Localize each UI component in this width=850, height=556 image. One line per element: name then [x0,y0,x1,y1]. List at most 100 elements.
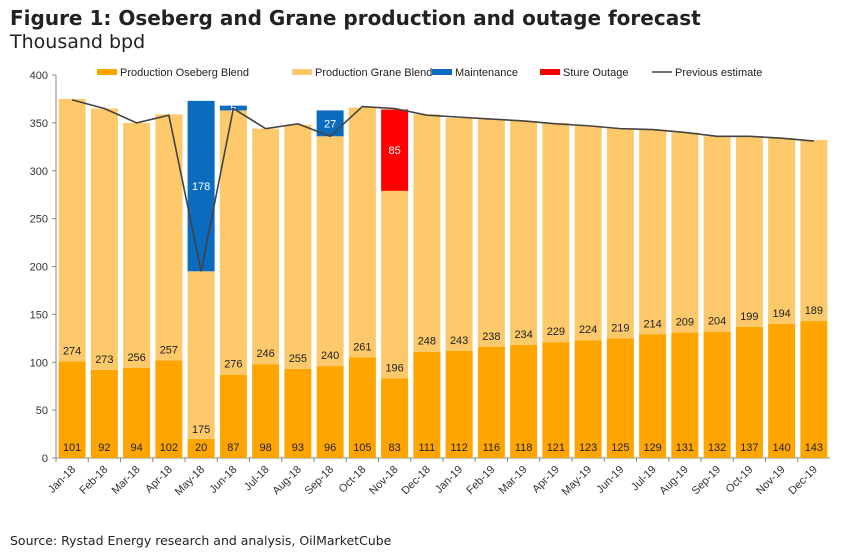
line-previous-estimate [71,99,814,272]
chart-subtitle: Thousand bpd [10,31,146,53]
bar-grane [768,138,796,324]
chart-title: Figure 1: Oseberg and Grane production a… [10,6,701,30]
data-label-grane: 256 [127,352,145,364]
x-tick-label: Nov-18 [367,464,401,498]
x-tick-label: Jan-18 [46,464,78,496]
data-label-oseberg: 121 [547,442,565,454]
data-label-oseberg: 20 [195,442,207,454]
data-label-oseberg: 143 [805,442,823,454]
data-label-oseberg: 83 [389,442,401,454]
x-tick-label: Apr-19 [530,464,562,496]
data-label-oseberg: 96 [324,442,336,454]
data-label-grane: 229 [547,326,565,338]
data-label-grane: 175 [192,424,210,436]
data-label-grane: 273 [95,354,113,366]
x-tick-label: Jul-18 [242,464,272,494]
bar-grane [510,120,538,346]
x-tick-label: Aug-18 [270,464,304,498]
x-tick-label: Dec-19 [786,464,820,498]
x-tick-label: Apr-18 [143,464,175,496]
data-label-grane: 196 [385,363,403,375]
x-tick-label: Nov-19 [754,464,788,498]
bar-grane [58,98,86,362]
bar-oseberg [735,326,763,458]
data-label-grane: 224 [579,324,597,336]
bar-oseberg [252,364,280,458]
bar-oseberg [510,345,538,458]
data-label-oseberg: 131 [676,442,694,454]
data-label-oseberg: 92 [98,442,110,454]
data-label-oseberg: 111 [419,442,436,454]
bar-grane [348,107,376,358]
bar-maintenance [187,100,215,272]
x-tick-label: May-18 [173,464,207,498]
bar-oseberg [639,334,667,458]
bar-grane [413,114,441,352]
bar-oseberg [800,321,828,458]
bar-grane [606,128,634,339]
legend-label: Maintenance [455,67,518,79]
bar-grane [445,118,473,351]
data-label-grane: 204 [708,316,726,328]
legend-label: Sture Outage [563,67,628,79]
data-label-sture-outage: 85 [389,145,401,157]
bar-grane [703,136,731,332]
legend-swatch [540,69,560,75]
bar-oseberg [542,342,570,458]
x-tick-label: Jun-19 [594,464,626,496]
bar-grane [187,271,215,439]
data-label-oseberg: 118 [515,442,533,454]
legend-swatch [432,69,452,75]
data-label-grane: 194 [772,308,790,320]
x-tick-label: Mar-19 [497,464,530,497]
bar-oseberg [316,366,344,458]
data-label-grane: 255 [289,353,307,365]
data-label-oseberg: 140 [772,442,790,454]
x-tick-label: Oct-19 [724,464,756,496]
data-label-oseberg: 93 [292,442,304,454]
bar-grane [477,119,505,347]
bar-oseberg [90,369,118,458]
data-label-grane: 243 [450,335,468,347]
data-label-oseberg: 132 [708,442,726,454]
bar-oseberg [348,357,376,458]
y-tick-label: 50 [36,405,48,417]
y-tick-label: 400 [30,70,48,82]
data-label-oseberg: 102 [160,442,178,454]
data-label-grane: 240 [321,350,339,362]
x-tick-label: Sep-19 [690,464,724,498]
data-label-grane: 246 [256,348,274,360]
bar-grane [574,125,602,341]
x-tick-label: Dec-18 [399,464,433,498]
x-tick-label: Sep-18 [303,464,337,498]
bar-oseberg [155,360,183,458]
y-tick-label: 100 [30,357,48,369]
data-label-grane: 219 [611,322,629,334]
bar-grane [735,136,763,327]
y-tick-label: 250 [30,214,48,226]
bar-grane [316,136,344,367]
bar-oseberg [574,340,602,458]
data-label-grane: 257 [160,344,178,356]
data-label-grane: 189 [805,305,823,317]
data-label-grane: 214 [643,318,661,330]
y-tick-label: 300 [30,166,48,178]
data-label-grane: 234 [514,329,532,341]
data-label-grane: 238 [482,331,500,343]
data-label-oseberg: 129 [643,442,661,454]
legend-label: Previous estimate [675,67,762,79]
bar-grane [284,124,312,369]
legend-swatch [292,69,312,75]
bar-grane [90,108,118,370]
data-label-grane: 199 [740,311,758,323]
bar-sture-outage [381,109,409,191]
data-label-oseberg: 123 [579,442,597,454]
bar-grane [542,122,570,343]
bar-oseberg [768,323,796,458]
bar-grane [219,110,247,375]
bar-grane [639,129,667,335]
y-tick-label: 350 [30,118,48,130]
data-label-grane: 276 [224,359,242,371]
data-label-oseberg: 98 [260,442,272,454]
